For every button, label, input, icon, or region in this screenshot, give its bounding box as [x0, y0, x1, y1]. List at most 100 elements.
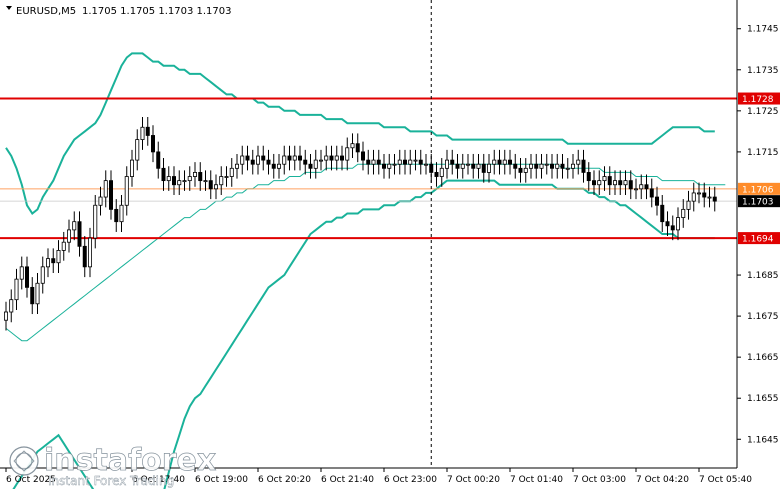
candle-body [150, 135, 155, 153]
y-tick-label: 1.1745 [747, 25, 779, 35]
candle-body [518, 167, 523, 173]
y-tick-label: 1.1645 [747, 435, 779, 445]
candle [639, 174, 644, 200]
candle [387, 153, 392, 179]
candle [544, 153, 549, 175]
candle-body [187, 176, 192, 182]
candle-body [670, 225, 675, 231]
candle-body [271, 163, 276, 169]
candle [539, 153, 544, 179]
candle-body [376, 159, 381, 165]
time-axis: 6 Oct 2025 6 Oct 17:40 6 Oct 19:00 6 Oct 20… [5, 468, 752, 485]
candle [507, 149, 512, 175]
candle [686, 190, 691, 220]
candle [40, 256, 45, 294]
candle [313, 149, 318, 179]
candle [156, 141, 161, 179]
candle-body [276, 163, 281, 169]
candle [586, 162, 591, 191]
candle-body [350, 143, 355, 149]
candle-body [392, 163, 397, 166]
x-tick-label: 6 Oct 2025 [6, 475, 56, 485]
x-tick-label: 7 Oct 03:00 [573, 475, 626, 485]
candle [402, 149, 407, 175]
candle [408, 149, 413, 175]
candle-body [439, 167, 444, 177]
candle-body [203, 180, 208, 183]
watermark-brand: instaforex [44, 443, 216, 478]
candle [109, 170, 114, 220]
candle-body [681, 208, 686, 218]
candle-body [177, 180, 182, 186]
candle [14, 268, 19, 310]
candle-body [255, 155, 260, 165]
candle [371, 149, 376, 175]
candle [187, 166, 192, 191]
candle [513, 153, 518, 179]
candle-body [402, 159, 407, 165]
candle [219, 166, 224, 195]
candles [4, 117, 717, 331]
symbol-label: EURUSD,M5 [16, 6, 76, 17]
candle-body [387, 163, 392, 169]
candle [571, 153, 576, 179]
level-tag-0: 1.1728 [738, 92, 780, 105]
candle-body [513, 163, 518, 169]
candle-body [166, 176, 171, 182]
candle [444, 149, 449, 179]
candle-body [602, 176, 607, 182]
candle [502, 149, 507, 175]
plot-frame [0, 0, 738, 469]
candle [119, 195, 124, 232]
price-axis: 1.1745 1.1735 1.1725 1.1715 1.1685 1.1675 1.16… [737, 25, 779, 445]
symbol-dropdown-icon[interactable] [6, 6, 12, 10]
candle [19, 256, 24, 290]
candle [618, 170, 623, 195]
candle-body [345, 147, 350, 161]
candle [634, 178, 639, 200]
candle [429, 153, 434, 183]
candle [413, 149, 418, 171]
middle-band-line [5, 163, 726, 342]
candle [518, 158, 523, 183]
candle [135, 129, 140, 171]
candle [203, 170, 208, 191]
x-tick-label: 7 Oct 04:20 [636, 475, 689, 485]
candle-body [429, 163, 434, 173]
candle-body [555, 163, 560, 169]
candle [550, 153, 555, 179]
candle [592, 170, 597, 195]
candle [450, 149, 455, 175]
candle [476, 153, 481, 179]
candle-body [329, 155, 334, 161]
candle-body [219, 176, 224, 186]
candle-body [67, 229, 72, 243]
candle [339, 145, 344, 171]
y-tick-label: 1.1725 [747, 107, 779, 117]
candle-body [702, 192, 707, 198]
candle-body [560, 163, 565, 169]
candle-body [119, 204, 124, 223]
candle [665, 211, 670, 237]
watermark-tagline: Instant Forex Trading [48, 474, 174, 488]
candle-body [455, 163, 460, 169]
candle-body [660, 204, 665, 223]
candle-body [471, 163, 476, 169]
price-tags: 1.1728 1.1694 1.1706 1.1703 [738, 92, 780, 245]
candle-body [550, 163, 555, 169]
x-tick-label: 6 Oct 20:20 [258, 475, 311, 485]
candle-body [502, 159, 507, 165]
x-tick-label: 7 Oct 01:40 [510, 475, 563, 485]
candle [93, 195, 98, 249]
candle-body [576, 159, 581, 165]
candle-body [397, 159, 402, 165]
orange-price-tag: 1.1706 [738, 182, 780, 195]
candle-body [607, 176, 612, 186]
level-tag-0-bg [738, 92, 780, 105]
candle-body [82, 245, 87, 268]
x-tick-label: 7 Oct 00:20 [447, 475, 500, 485]
candle [350, 133, 355, 159]
horizontal-levels [0, 97, 737, 240]
